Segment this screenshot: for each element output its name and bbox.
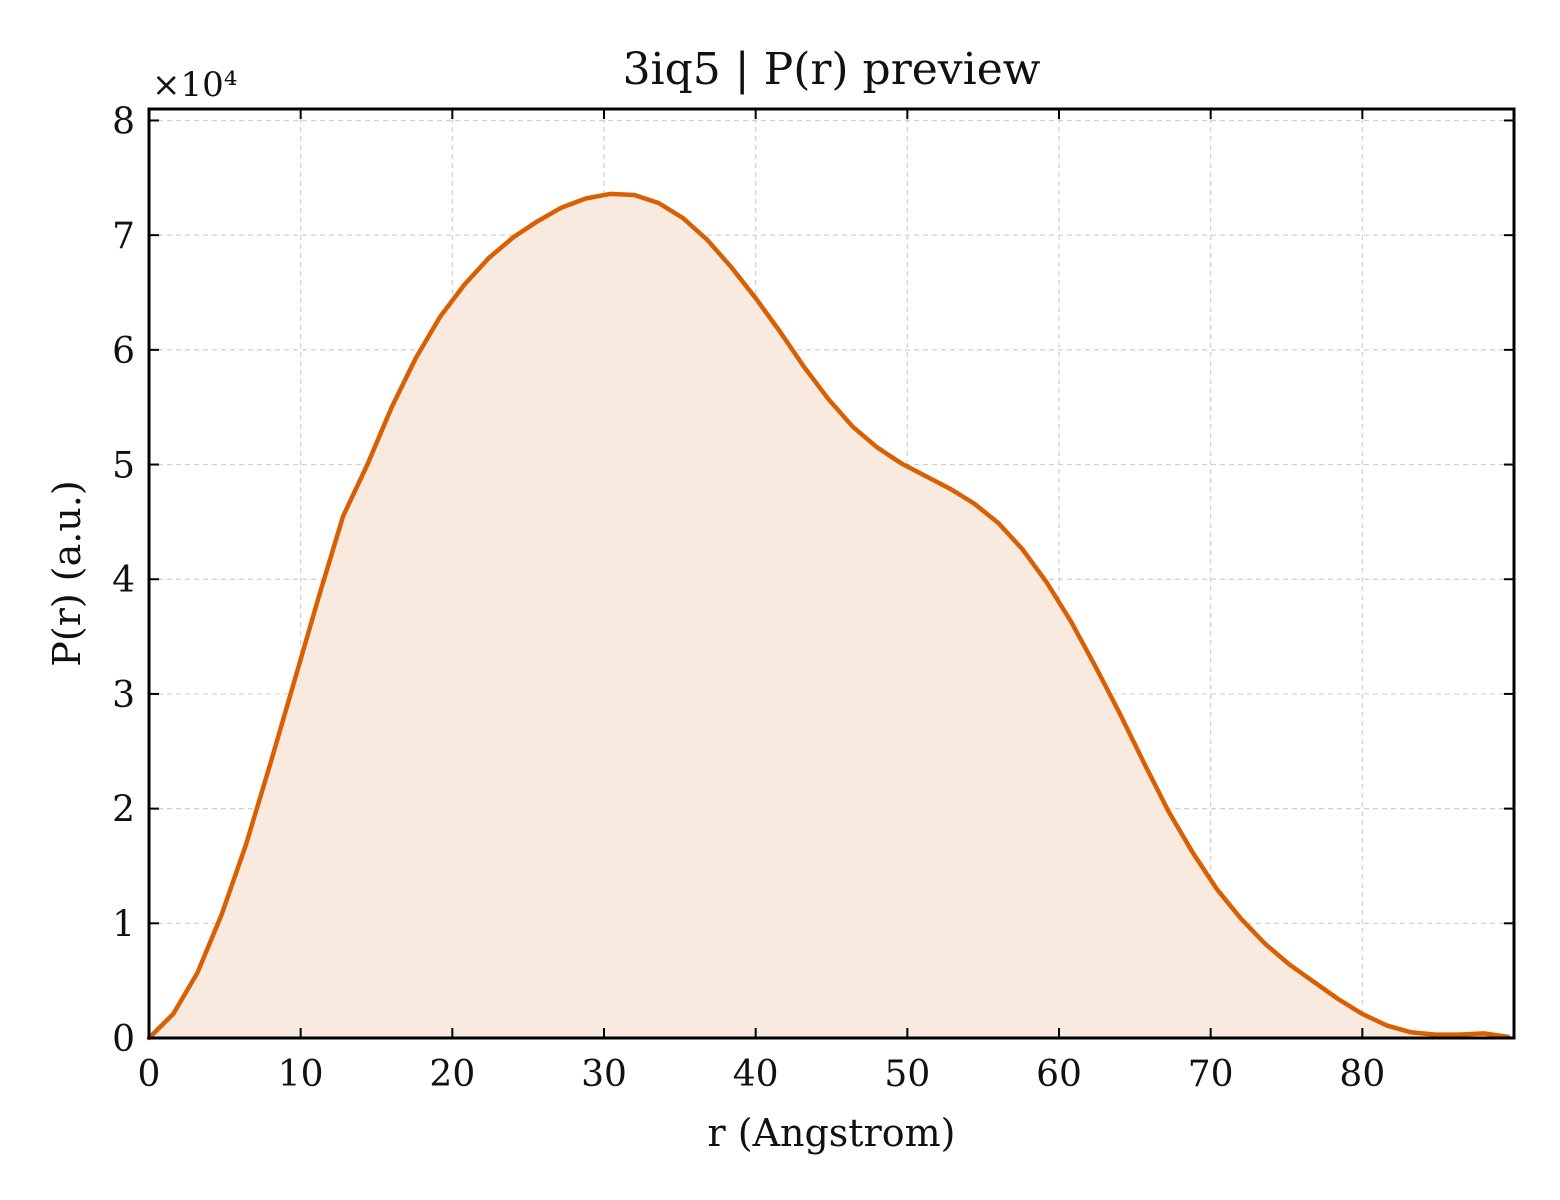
x-tick-label: 60 [1036, 1054, 1082, 1095]
y-offset-label: ×10⁴ [152, 65, 237, 105]
x-axis-label: r (Angstrom) [708, 1111, 956, 1155]
x-tick-label: 10 [278, 1054, 324, 1095]
x-tick-label: 50 [884, 1054, 930, 1095]
y-tick-label: 8 [112, 101, 135, 142]
x-tick-label: 30 [581, 1054, 627, 1095]
x-tick-label: 40 [733, 1054, 779, 1095]
y-tick-label: 7 [112, 216, 135, 257]
ticks: 0 10 20 30 40 50 60 70 80 0 1 2 3 4 5 6 7 8 [112, 101, 1514, 1095]
y-tick-label: 2 [112, 790, 135, 831]
y-tick-label: 1 [112, 904, 135, 945]
pr-area-fill [149, 193, 1508, 1038]
y-axis-label: P(r) (a.u.) [45, 480, 89, 666]
y-tick-label: 3 [112, 675, 135, 716]
pr-series-line [146, 191, 1511, 1041]
x-tick-label: 70 [1188, 1054, 1234, 1095]
chart-title: 3iq5 | P(r) preview [623, 44, 1041, 95]
y-tick-label: 6 [112, 331, 135, 372]
plot-frame [147, 107, 1516, 1040]
y-tick-label: 0 [112, 1019, 135, 1060]
x-tick-label: 0 [138, 1054, 161, 1095]
y-tick-label: 5 [112, 446, 135, 487]
series-layer [146, 191, 1511, 1041]
x-tick-label: 80 [1339, 1054, 1385, 1095]
x-tick-label: 20 [429, 1054, 475, 1095]
y-tick-label: 4 [112, 560, 135, 601]
